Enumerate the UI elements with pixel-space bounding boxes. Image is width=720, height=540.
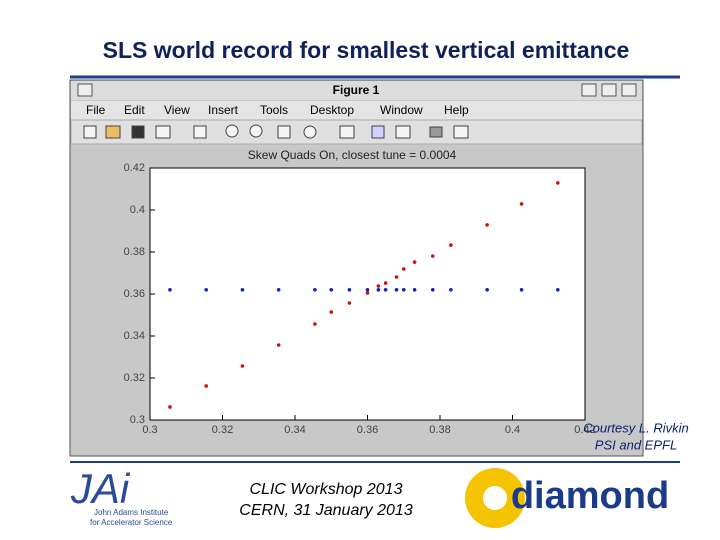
point — [394, 275, 399, 279]
y-tick-label: 0.4 — [130, 204, 145, 216]
point — [347, 288, 352, 292]
point — [485, 288, 489, 292]
x-tick-label: 0.34 — [284, 424, 305, 436]
courtesy-line: Courtesy L. Rivkin — [583, 420, 688, 435]
point — [401, 288, 406, 292]
minimize-button[interactable] — [581, 83, 597, 97]
point — [383, 281, 388, 285]
x-tick-label: 0.36 — [357, 424, 378, 436]
x-tick-label: 0.32 — [212, 424, 233, 436]
point — [329, 310, 334, 314]
menu-item[interactable]: Desktop — [310, 103, 354, 117]
point — [519, 202, 524, 206]
point — [449, 288, 453, 292]
y-tick-label: 0.34 — [124, 330, 145, 342]
close-button[interactable] — [621, 83, 637, 97]
menu-item[interactable]: Insert — [208, 103, 239, 117]
jai-sub: John Adams Institute — [94, 508, 169, 517]
point — [365, 291, 370, 295]
jai-logo: JAi — [70, 465, 131, 512]
print-icon[interactable] — [155, 125, 171, 139]
point — [430, 288, 435, 292]
hide-icon[interactable] — [429, 126, 443, 138]
y-tick-label: 0.3 — [130, 414, 145, 426]
maximize-button[interactable] — [601, 83, 617, 97]
legend-icon[interactable] — [395, 125, 411, 139]
point — [204, 288, 208, 292]
pointer-icon[interactable] — [193, 125, 207, 139]
point — [240, 364, 245, 368]
x-tick-label: 0.42 — [574, 424, 595, 436]
point — [556, 181, 560, 185]
jai-sub: for Accelerator Science — [90, 518, 173, 527]
point — [276, 343, 281, 347]
menu-item[interactable]: Help — [444, 103, 469, 117]
point — [240, 288, 245, 292]
zoom-out-icon[interactable] — [249, 124, 263, 138]
menu-bar — [71, 101, 642, 120]
point — [519, 288, 524, 292]
point — [347, 301, 352, 305]
title-bar — [71, 81, 642, 100]
point — [383, 288, 388, 292]
y-tick-label: 0.36 — [124, 288, 145, 300]
show-icon[interactable] — [453, 125, 469, 139]
open-icon[interactable] — [105, 125, 121, 139]
y-tick-label: 0.32 — [124, 372, 145, 384]
point — [449, 243, 453, 247]
menu-item[interactable]: Edit — [124, 103, 145, 117]
point — [430, 254, 435, 258]
x-tick-label: 0.3 — [142, 424, 157, 436]
datacursor-icon[interactable] — [339, 125, 355, 139]
point — [313, 322, 317, 326]
point — [401, 267, 406, 271]
rotate-icon[interactable] — [303, 125, 317, 139]
x-tick-label: 0.4 — [505, 424, 520, 436]
chart-title: Skew Quads On, closest tune = 0.0004 — [248, 148, 457, 162]
point — [313, 288, 317, 292]
point — [365, 288, 370, 292]
point — [376, 288, 381, 292]
menu-item[interactable]: File — [86, 103, 106, 117]
toolbar-icons — [83, 124, 469, 139]
point — [394, 288, 399, 292]
save-icon[interactable] — [131, 125, 145, 139]
point — [168, 405, 172, 409]
slide-title: SLS world record for smallest vertical e… — [103, 37, 630, 63]
colorbar-icon[interactable] — [371, 125, 385, 139]
point — [168, 288, 172, 292]
courtesy-line: PSI and EPFL — [595, 437, 677, 452]
y-tick-label: 0.42 — [124, 162, 145, 174]
window-menu-button[interactable] — [77, 83, 93, 97]
zoom-in-icon[interactable] — [225, 124, 239, 138]
diamond-logo-core — [483, 486, 507, 510]
point — [412, 288, 417, 292]
window-title: Figure 1 — [333, 83, 380, 97]
footer-line: CLIC Workshop 2013 — [250, 481, 403, 498]
toolbar — [70, 119, 643, 145]
point — [412, 260, 417, 264]
x-tick-label: 0.38 — [429, 424, 450, 436]
footer-line: CERN, 31 January 2013 — [239, 502, 413, 519]
menu-item[interactable]: View — [164, 103, 190, 117]
menu-item[interactable]: Tools — [260, 103, 288, 117]
menu-item[interactable]: Window — [380, 103, 423, 117]
point — [276, 288, 281, 292]
point — [556, 288, 560, 292]
y-tick-label: 0.38 — [124, 246, 145, 258]
point — [329, 288, 334, 292]
diamond-logo: diamond — [511, 475, 669, 517]
pan-icon[interactable] — [277, 125, 291, 139]
new-icon[interactable] — [83, 125, 97, 139]
point — [485, 223, 489, 227]
point — [376, 284, 381, 288]
point — [204, 384, 208, 388]
